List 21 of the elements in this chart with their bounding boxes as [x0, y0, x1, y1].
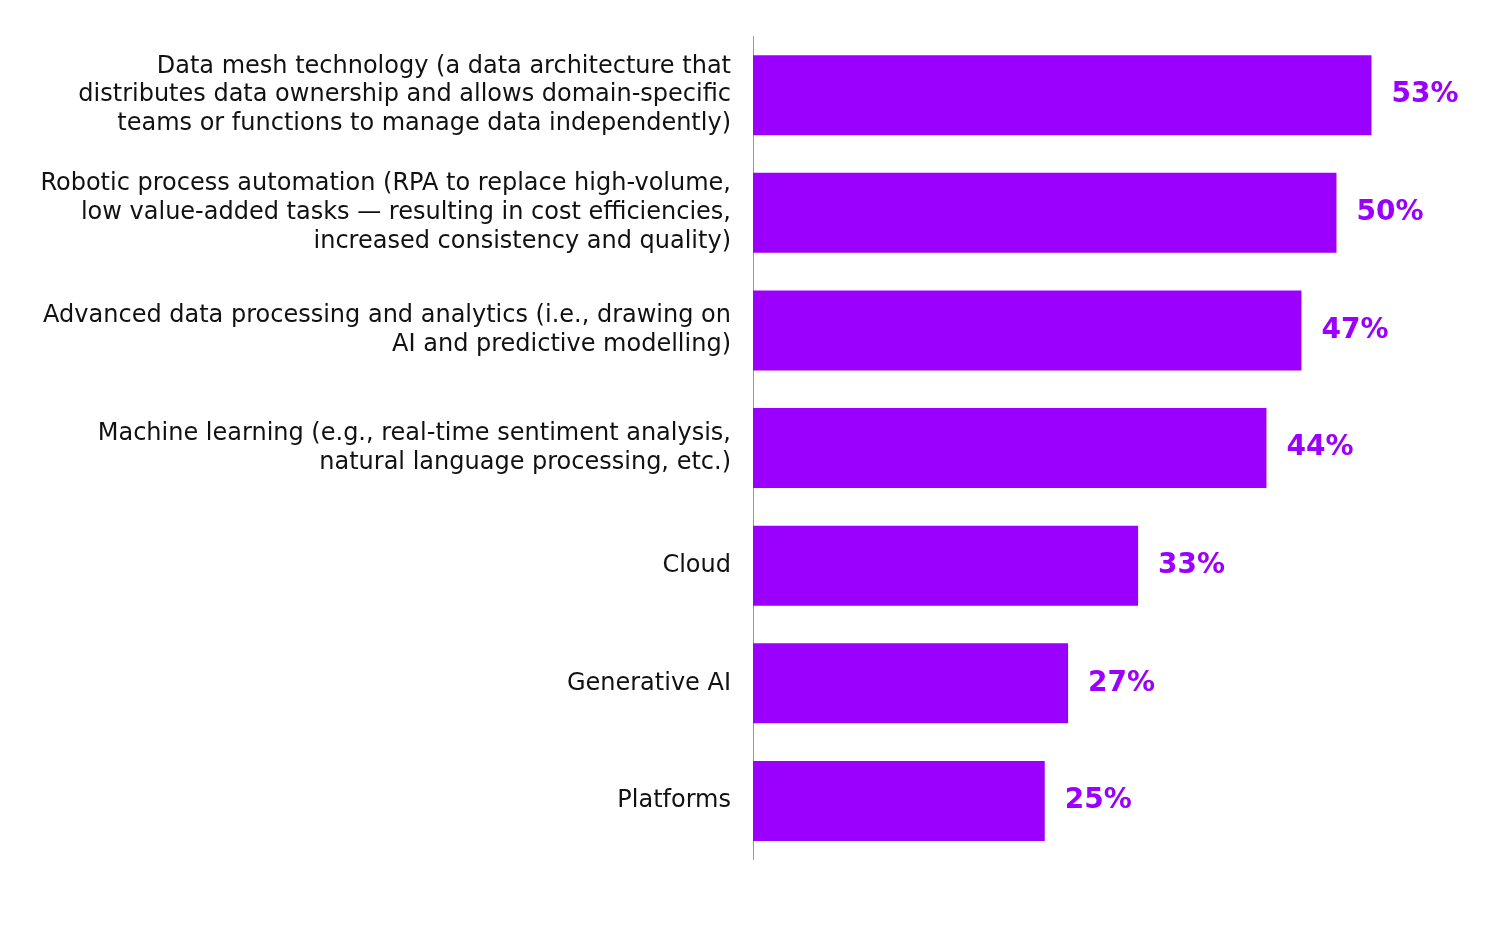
- data-label: 27%: [1088, 664, 1156, 698]
- bar: [753, 172, 1337, 253]
- bar: [753, 55, 1372, 136]
- data-label: 33%: [1158, 547, 1226, 581]
- data-label: 47%: [1321, 311, 1389, 345]
- y-tick-label: Robotic process automation (RPA to replace high-volume, low value-added tasks — resulting in cost efficiencies, increased consistency and quality): [40, 168, 731, 254]
- bar: [753, 290, 1302, 371]
- bar: [753, 643, 1069, 724]
- y-tick-label: Platforms: [617, 785, 731, 814]
- data-label: 44%: [1286, 429, 1354, 463]
- y-tick-label: Data mesh technology (a data architecture that distributes data ownership and allows domain-specific teams or functions to manage data independently): [78, 50, 731, 137]
- data-label: 50%: [1356, 194, 1424, 228]
- data-label: 53%: [1391, 76, 1459, 110]
- data-label: 25%: [1064, 782, 1132, 816]
- y-tick-label: Machine learning (e.g., real-time sentiment analysis, natural language processing, etc.): [97, 417, 731, 475]
- bar: [753, 408, 1267, 489]
- y-tick-label: Generative AI: [566, 667, 731, 696]
- y-tick-label: Advanced data processing and analytics (i.e., drawing on AI and predictive modelling): [43, 300, 731, 358]
- bar: [753, 760, 1045, 841]
- y-tick-label: Cloud: [662, 549, 731, 578]
- bar: [753, 525, 1139, 606]
